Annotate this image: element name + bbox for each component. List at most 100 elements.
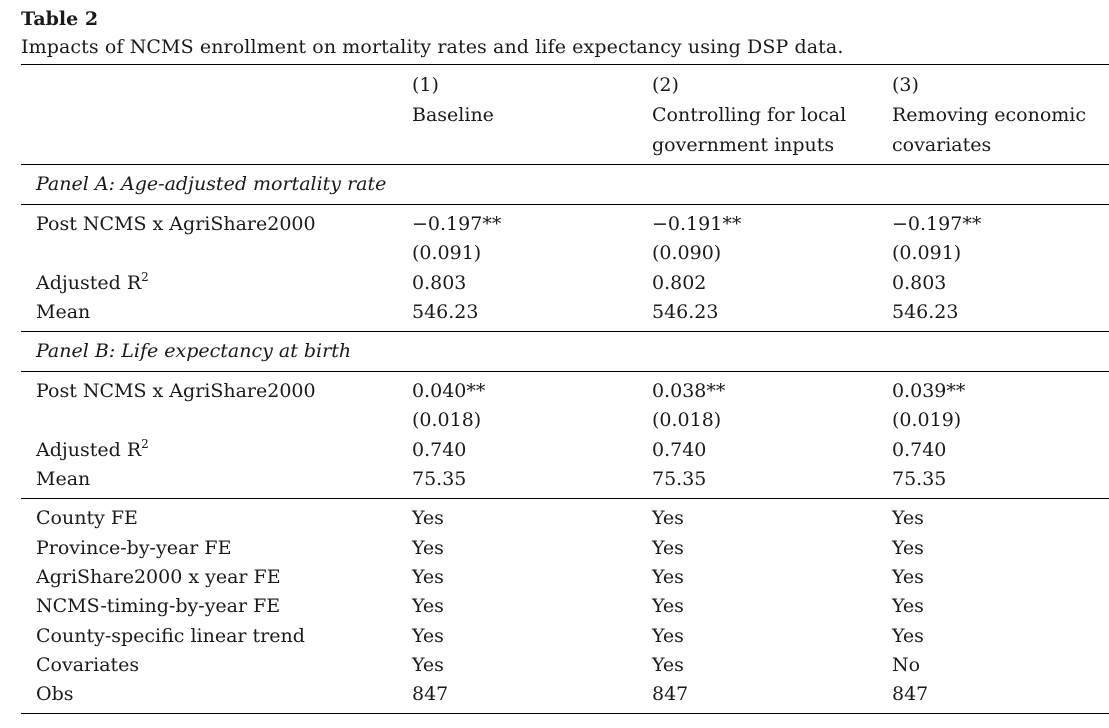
column-header-3: (3) Removing economic covariates xyxy=(892,64,1109,165)
control-cell: No xyxy=(892,653,921,676)
control-cell: 847 xyxy=(892,680,1109,715)
control-cell: Yes xyxy=(892,565,924,588)
se-cell: (0.019) xyxy=(892,409,962,432)
row-label: County FE xyxy=(36,507,138,530)
column-number: (2) xyxy=(652,74,679,96)
r2-label: Adjusted R xyxy=(36,438,142,461)
r2-superscript: 2 xyxy=(141,269,149,284)
table-row: AgriShare2000 x year FE Yes Yes Yes xyxy=(21,563,1109,592)
se-cell: (0.018) xyxy=(652,409,722,432)
panel-b-title-row: Panel B: Life expectancy at birth xyxy=(21,331,1109,373)
se-cell: (0.091) xyxy=(892,242,962,265)
row-label: Adjusted R2 xyxy=(21,436,412,465)
row-label: Post NCMS x AgriShare2000 xyxy=(36,380,316,403)
r2-cell: 0.740 xyxy=(892,438,947,461)
control-cell: Yes xyxy=(412,653,444,676)
column-number: (3) xyxy=(892,74,919,96)
column-title-line xyxy=(412,130,652,160)
control-cell: 847 xyxy=(652,680,892,715)
table-row: County FE Yes Yes Yes xyxy=(21,499,1109,534)
row-label-empty xyxy=(21,239,412,268)
panel-title: Panel A: Age-adjusted mortality rate xyxy=(21,164,1109,205)
panel-title: Panel B: Life expectancy at birth xyxy=(21,331,1109,373)
control-cell: Yes xyxy=(652,653,684,676)
table-caption: Impacts of NCMS enrollment on mortality … xyxy=(21,36,844,58)
table-row: Obs 847 847 847 xyxy=(21,680,1109,715)
coef-cell: −0.197** xyxy=(892,213,982,235)
r2-cell: 0.802 xyxy=(652,271,707,294)
control-cell: 847 xyxy=(412,680,652,715)
r2-superscript: 2 xyxy=(141,436,149,451)
column-header-2: (2) Controlling for local government inp… xyxy=(652,64,892,165)
table-row: County-specific linear trend Yes Yes Yes xyxy=(21,622,1109,651)
table-row: Mean 75.35 75.35 75.35 xyxy=(21,465,1109,500)
column-title-line: Baseline xyxy=(412,104,494,126)
r2-cell: 0.740 xyxy=(652,438,707,461)
row-label: Province-by-year FE xyxy=(36,536,232,559)
control-cell: Yes xyxy=(412,565,444,588)
r2-cell: 0.740 xyxy=(412,438,467,461)
control-cell: Yes xyxy=(652,536,684,559)
table-row: NCMS-timing-by-year FE Yes Yes Yes xyxy=(21,592,1109,621)
panel-a-title-row: Panel A: Age-adjusted mortality rate xyxy=(21,164,1109,205)
se-cell: (0.090) xyxy=(652,242,722,265)
coef-cell: 0.040** xyxy=(412,380,486,403)
mean-cell: 75.35 xyxy=(412,465,652,500)
row-label-empty xyxy=(21,406,412,435)
r2-cell: 0.803 xyxy=(892,271,947,294)
row-label: Post NCMS x AgriShare2000 xyxy=(36,213,316,235)
row-label: County-specific linear trend xyxy=(36,624,305,647)
se-cell: (0.091) xyxy=(412,242,482,265)
control-cell: Yes xyxy=(892,536,924,559)
header-stub xyxy=(21,64,412,165)
row-label: Mean xyxy=(21,465,412,500)
column-header-row: (1) Baseline (2) Controlling for local g… xyxy=(21,64,1109,165)
mean-cell: 546.23 xyxy=(412,297,652,333)
coef-cell: −0.197** xyxy=(412,213,502,235)
table-row: Post NCMS x AgriShare2000 0.040** 0.038*… xyxy=(21,372,1109,407)
regression-table: (1) Baseline (2) Controlling for local g… xyxy=(21,64,1109,715)
table-figure: Table 2 Impacts of NCMS enrollment on mo… xyxy=(21,6,1109,715)
table-label: Table 2 xyxy=(21,8,99,30)
table-row: (0.091) (0.090) (0.091) xyxy=(21,239,1109,268)
column-title-line: Controlling for local xyxy=(652,104,847,126)
table-row: Adjusted R2 0.803 0.802 0.803 xyxy=(21,269,1109,298)
control-cell: Yes xyxy=(652,595,684,618)
table-row: Adjusted R2 0.740 0.740 0.740 xyxy=(21,436,1109,465)
column-header-1: (1) Baseline xyxy=(412,64,652,165)
column-title-line: covariates xyxy=(892,134,992,156)
table-row: Post NCMS x AgriShare2000 −0.197** −0.19… xyxy=(21,205,1109,240)
column-title-line: government inputs xyxy=(652,134,835,156)
row-label: Mean xyxy=(21,297,412,333)
table-row: Mean 546.23 546.23 546.23 xyxy=(21,297,1109,333)
mean-cell: 546.23 xyxy=(892,297,1109,333)
se-cell: (0.018) xyxy=(412,409,482,432)
control-cell: Yes xyxy=(652,624,684,647)
control-cell: Yes xyxy=(892,624,924,647)
control-cell: Yes xyxy=(412,536,444,559)
r2-label: Adjusted R xyxy=(36,271,142,294)
column-number: (1) xyxy=(412,74,439,96)
control-cell: Yes xyxy=(412,507,444,530)
control-cell: Yes xyxy=(412,624,444,647)
table-row: Covariates Yes Yes No xyxy=(21,651,1109,680)
mean-cell: 75.35 xyxy=(652,465,892,500)
mean-cell: 546.23 xyxy=(652,297,892,333)
control-cell: Yes xyxy=(412,595,444,618)
row-label: Obs xyxy=(21,680,412,715)
coef-cell: 0.039** xyxy=(892,380,966,403)
r2-cell: 0.803 xyxy=(412,271,467,294)
row-label: AgriShare2000 x year FE xyxy=(36,565,281,588)
control-cell: Yes xyxy=(892,507,924,530)
coef-cell: 0.038** xyxy=(652,380,726,403)
column-title-line: Removing economic xyxy=(892,104,1086,126)
control-cell: Yes xyxy=(652,507,684,530)
table-row: (0.018) (0.018) (0.019) xyxy=(21,406,1109,435)
row-label: Adjusted R2 xyxy=(21,269,412,298)
table-row: Province-by-year FE Yes Yes Yes xyxy=(21,534,1109,563)
row-label: NCMS-timing-by-year FE xyxy=(36,595,281,618)
control-cell: Yes xyxy=(892,595,924,618)
mean-cell: 75.35 xyxy=(892,465,1109,500)
coef-cell: −0.191** xyxy=(652,213,742,235)
control-cell: Yes xyxy=(652,565,684,588)
